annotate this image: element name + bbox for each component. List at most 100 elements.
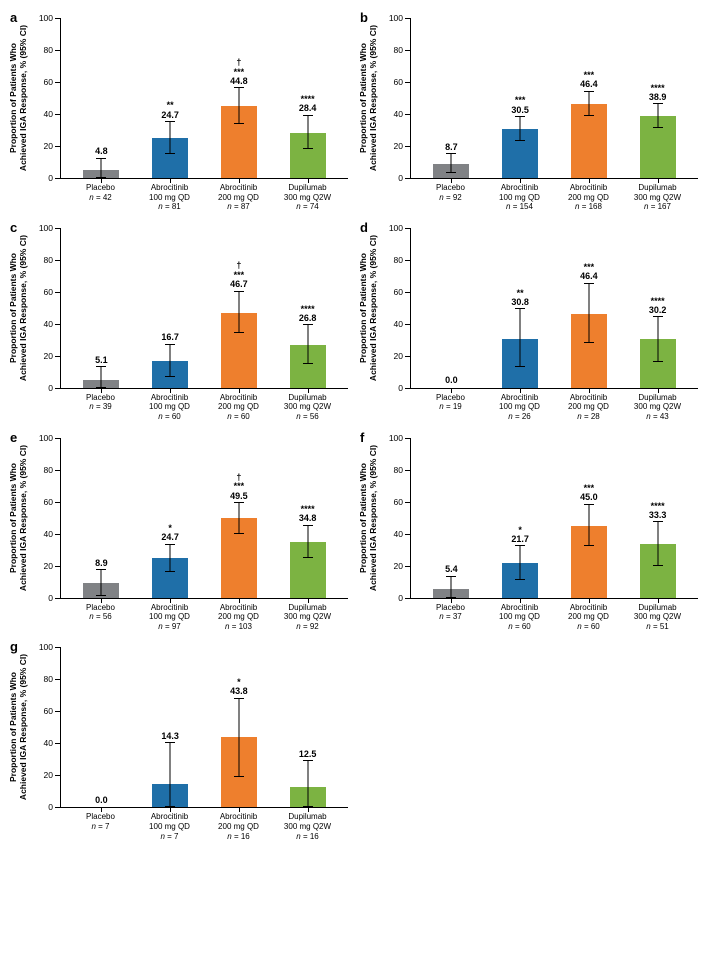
bars-container: 0.014.3* 43.812.5 (61, 647, 348, 807)
ytick-label: 0 (385, 593, 403, 603)
x-label-placebo: Placebon = 7 (66, 812, 135, 841)
ytick-label: 60 (35, 497, 53, 507)
bar-slot-dupi: **** 26.8 (273, 228, 342, 388)
value-label: 16.7 (161, 333, 179, 342)
x-labels: Placebon = 37Abrocitinib100 mg QDn = 60A… (410, 603, 698, 632)
bar-slot-placebo: 0.0 (417, 228, 486, 388)
bar-slot-abro100: ** 30.8 (486, 228, 555, 388)
ytick-label: 40 (385, 529, 403, 539)
ytick-label: 0 (35, 802, 53, 812)
value-label: *** 46.4 (580, 71, 598, 90)
ytick-label: 0 (385, 173, 403, 183)
bar-slot-abro100: ** 24.7 (136, 18, 205, 178)
x-label-abro200: Abrocitinib200 mg QDn = 168 (554, 183, 623, 212)
bar-slot-placebo: 5.4 (417, 438, 486, 598)
x-label-dupi: Dupilumab300 mg Q2Wn = 56 (273, 393, 342, 422)
chart-area: Proportion of Patients WhoAchieved IGA R… (410, 228, 698, 389)
ytick-label: 40 (35, 529, 53, 539)
bar-slot-dupi: **** 33.3 (623, 438, 692, 598)
x-labels: Placebon = 56Abrocitinib100 mg QDn = 97A… (60, 603, 348, 632)
ytick-label: 20 (35, 770, 53, 780)
value-label: 8.9 (95, 559, 108, 568)
value-label: **** 34.8 (299, 505, 317, 524)
x-labels: Placebon = 7Abrocitinib100 mg QDn = 7Abr… (60, 812, 348, 841)
x-label-abro200: Abrocitinib200 mg QDn = 28 (554, 393, 623, 422)
bar-slot-abro100: * 24.7 (136, 438, 205, 598)
y-axis-label: Proportion of Patients WhoAchieved IGA R… (9, 428, 29, 608)
bar-slot-placebo: 4.8 (67, 18, 136, 178)
x-label-placebo: Placebon = 19 (416, 393, 485, 422)
ytick-label: 20 (35, 351, 53, 361)
ytick-label: 100 (35, 642, 53, 652)
value-label: **** 33.3 (649, 502, 667, 521)
bar-slot-placebo: 0.0 (67, 647, 136, 807)
value-label: † *** 44.8 (230, 58, 248, 86)
value-label: **** 26.8 (299, 305, 317, 324)
value-label: 8.7 (445, 143, 458, 152)
x-label-abro200: Abrocitinib200 mg QDn = 60 (554, 603, 623, 632)
bar-slot-placebo: 8.7 (417, 18, 486, 178)
x-label-abro100: Abrocitinib100 mg QDn = 60 (485, 603, 554, 632)
chart-area: Proportion of Patients WhoAchieved IGA R… (60, 647, 348, 808)
x-label-abro200: Abrocitinib200 mg QDn = 87 (204, 183, 273, 212)
panel-a: aProportion of Patients WhoAchieved IGA … (10, 10, 348, 212)
bar-slot-dupi: **** 30.2 (623, 228, 692, 388)
value-label: *** 30.5 (511, 96, 529, 115)
bar-slot-abro200: *** 46.4 (555, 18, 624, 178)
ytick-label: 80 (385, 465, 403, 475)
bar-slot-abro200: † *** 44.8 (205, 18, 274, 178)
ytick-label: 60 (385, 77, 403, 87)
ytick-label: 100 (35, 223, 53, 233)
ytick-label: 100 (35, 433, 53, 443)
bar-slot-dupi: **** 34.8 (273, 438, 342, 598)
value-label: * 21.7 (511, 526, 529, 545)
ytick-label: 40 (385, 109, 403, 119)
x-label-abro100: Abrocitinib100 mg QDn = 26 (485, 393, 554, 422)
x-label-abro200: Abrocitinib200 mg QDn = 60 (204, 393, 273, 422)
ytick-label: 20 (385, 351, 403, 361)
ytick-label: 40 (35, 109, 53, 119)
x-label-placebo: Placebon = 37 (416, 603, 485, 632)
ytick-label: 20 (385, 141, 403, 151)
x-label-abro100: Abrocitinib100 mg QDn = 81 (135, 183, 204, 212)
x-label-abro200: Abrocitinib200 mg QDn = 16 (204, 812, 273, 841)
x-labels: Placebon = 39Abrocitinib100 mg QDn = 60A… (60, 393, 348, 422)
value-label: † *** 49.5 (230, 473, 248, 501)
bar-slot-placebo: 5.1 (67, 228, 136, 388)
value-label: **** 28.4 (299, 95, 317, 114)
bar-slot-abro200: † *** 46.7 (205, 228, 274, 388)
value-label: * 24.7 (161, 524, 179, 543)
ytick-label: 100 (385, 433, 403, 443)
bars-container: 8.7*** 30.5*** 46.4**** 38.9 (411, 18, 698, 178)
ytick-label: 40 (385, 319, 403, 329)
value-label: * 43.8 (230, 678, 248, 697)
value-label: 5.4 (445, 565, 458, 574)
value-label: 0.0 (445, 376, 458, 385)
ytick-label: 60 (385, 497, 403, 507)
ytick-label: 60 (35, 706, 53, 716)
x-label-abro100: Abrocitinib100 mg QDn = 60 (135, 393, 204, 422)
ytick-label: 80 (35, 674, 53, 684)
ytick-label: 80 (35, 255, 53, 265)
x-label-dupi: Dupilumab300 mg Q2Wn = 167 (623, 183, 692, 212)
x-label-abro100: Abrocitinib100 mg QDn = 97 (135, 603, 204, 632)
bar-slot-abro200: * 43.8 (205, 647, 274, 807)
ytick-label: 100 (385, 13, 403, 23)
bar-slot-dupi: **** 28.4 (273, 18, 342, 178)
x-label-placebo: Placebon = 42 (66, 183, 135, 212)
y-axis-label: Proportion of Patients WhoAchieved IGA R… (9, 218, 29, 398)
value-label: 4.8 (95, 147, 108, 156)
y-axis-label: Proportion of Patients WhoAchieved IGA R… (359, 218, 379, 398)
chart-area: Proportion of Patients WhoAchieved IGA R… (410, 18, 698, 179)
value-label: † *** 46.7 (230, 261, 248, 289)
value-label: 0.0 (95, 796, 108, 805)
ytick-label: 60 (385, 287, 403, 297)
panel-g: gProportion of Patients WhoAchieved IGA … (10, 639, 348, 841)
bar-slot-abro200: † *** 49.5 (205, 438, 274, 598)
x-label-dupi: Dupilumab300 mg Q2Wn = 51 (623, 603, 692, 632)
bars-container: 5.1 16.7 † *** 46.7 **** 26.8 (61, 228, 348, 388)
ytick-label: 100 (385, 223, 403, 233)
bars-container: 8.9 * 24.7 † *** 49.5 **** 34.8 (61, 438, 348, 598)
panel-d: dProportion of Patients WhoAchieved IGA … (360, 220, 698, 422)
ytick-label: 40 (35, 319, 53, 329)
